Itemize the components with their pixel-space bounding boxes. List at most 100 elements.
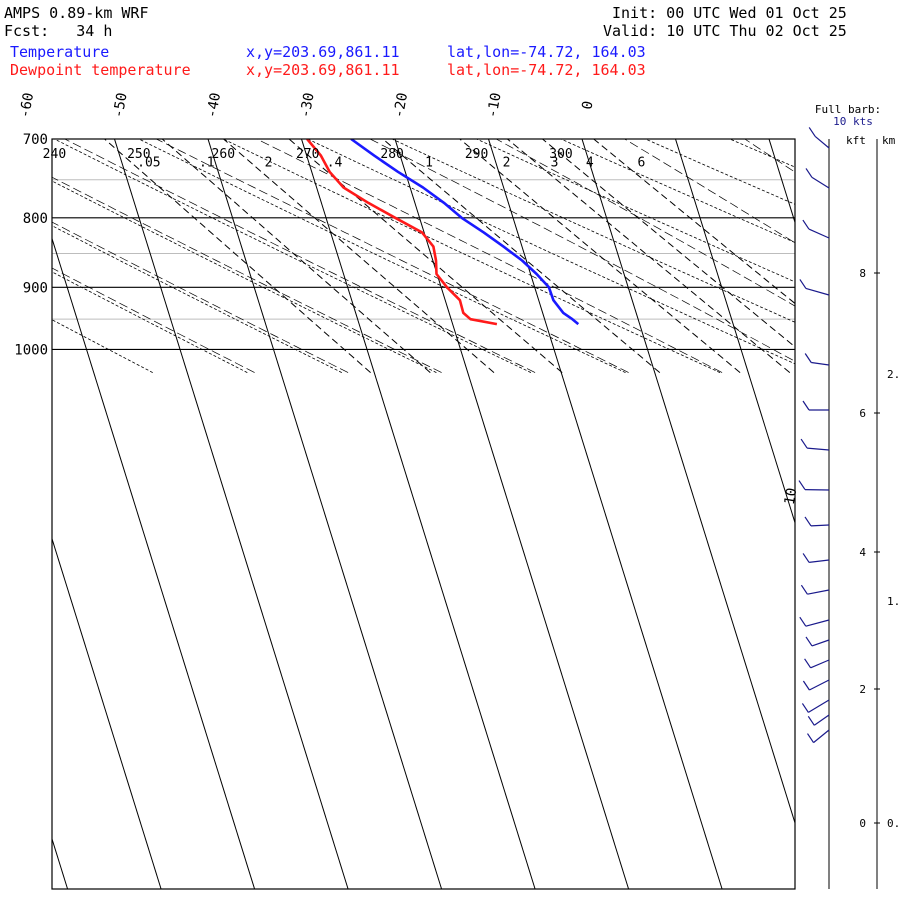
km-tick-label: 2. — [887, 368, 900, 381]
wind-barb-staff — [805, 287, 830, 296]
dry-adiabat — [729, 139, 795, 168]
isotherm-label: -20 — [391, 91, 411, 119]
wind-barb-flag — [807, 733, 814, 743]
plot-frame — [51, 138, 796, 890]
wind-barb-flag — [799, 279, 807, 289]
dry-adiabat — [52, 271, 248, 373]
mixing-ratio-label: 2 — [503, 156, 511, 171]
wind-barb-staff — [805, 619, 830, 627]
legend-temperature: Temperature — [10, 43, 110, 61]
moist-adiabat — [64, 139, 536, 373]
mixing-ratio-label: 3 — [551, 156, 559, 171]
wind-barb-flag — [800, 438, 808, 449]
mixing-ratio-line — [542, 139, 795, 348]
wind-barb-flag — [804, 658, 812, 669]
wind-barb-staff — [810, 524, 830, 527]
dry-adiabat-label: 240 — [43, 147, 66, 162]
dry-adiabat — [54, 139, 532, 373]
isotherm — [394, 139, 630, 889]
mixing-ratio-label: 2 — [265, 156, 273, 171]
barb-note-line2: 10 kts — [833, 115, 873, 128]
isotherm-label: 0 — [579, 100, 596, 111]
mixing-ratio-line — [382, 139, 661, 373]
wind-barb-staff — [811, 639, 830, 647]
wind-barb-staff — [811, 361, 830, 366]
wind-barb-flag — [800, 584, 808, 595]
mixing-ratio-line — [593, 139, 795, 305]
wind-barb-staff — [807, 589, 830, 595]
dry-adiabat — [560, 139, 795, 243]
isotherm — [114, 139, 349, 889]
mixing-ratio-line — [223, 139, 495, 373]
dry-adiabat — [223, 139, 721, 373]
wind-barb-staff — [813, 729, 830, 744]
isotherm — [301, 139, 536, 889]
dry-adiabat-label: 280 — [380, 147, 403, 162]
pressure-label: 800 — [23, 211, 48, 227]
mixing-ratio-label: 1 — [425, 156, 433, 171]
background-lines — [52, 139, 900, 889]
wind-barb-staff — [807, 447, 830, 451]
wind-barb-staff — [809, 559, 830, 563]
dewpoint-line — [306, 139, 498, 326]
kft-tick-label: 4 — [859, 546, 866, 559]
wind-barb-panel: Full barb: 10 kts kft km 0 2 4 6 8 0. 1. 2. — [798, 103, 900, 889]
isotherm — [207, 139, 443, 889]
wind-barb-flag — [802, 219, 810, 230]
wind-barb-staff — [810, 659, 830, 669]
wind-barb-flag — [802, 400, 810, 411]
pressure-label: 900 — [23, 280, 48, 296]
dry-adiabat — [476, 139, 795, 283]
kft-tick-label: 0 — [859, 817, 866, 830]
wind-barb-flag — [802, 553, 810, 563]
wind-barb-staff — [811, 176, 830, 189]
dry-adiabat-label: 250 — [127, 147, 150, 162]
wind-barb-staff — [808, 699, 830, 713]
wind-barb-flag — [805, 636, 813, 647]
wind-barb-flag — [805, 168, 813, 178]
dry-adiabat-label: 300 — [549, 147, 572, 162]
wind-barb-flag — [799, 616, 807, 627]
mixing-ratio-label: 6 — [637, 156, 645, 171]
height-ticks: 0 2 4 6 8 0. 1. 2. — [859, 267, 900, 830]
dry-adiabat-label: 290 — [465, 147, 488, 162]
mixing-ratio-label: .05 — [137, 156, 160, 171]
isotherm — [52, 236, 256, 889]
dry-adiabat — [52, 180, 437, 373]
wind-barb-flag — [804, 516, 812, 527]
wind-barb-flag — [804, 353, 812, 363]
dry-adiabat — [52, 319, 153, 373]
dry-adiabat — [52, 225, 342, 373]
dry-adiabat-label: 260 — [212, 147, 235, 162]
isotherm-label: -60 — [17, 91, 37, 119]
dewpoint-latlon: lat,lon=-74.72, 164.03 — [447, 61, 646, 79]
km-tick-label: 1. — [887, 595, 900, 608]
wind-barb-flag — [802, 680, 810, 691]
temperature-line — [350, 139, 580, 326]
isotherm-label: -10 — [484, 91, 504, 119]
moist-adiabat — [624, 139, 795, 244]
moist-adiabat — [52, 221, 349, 373]
legend-dewpoint: Dewpoint temperature — [10, 61, 191, 79]
mixing-ratio-line — [161, 139, 431, 373]
dry-adiabat — [307, 139, 795, 365]
isotherm — [768, 139, 795, 225]
dry-adiabat — [138, 139, 626, 373]
dry-adiabat-label: 270 — [296, 147, 319, 162]
isotherm — [581, 139, 795, 825]
mixing-ratio-label: .4 — [327, 156, 343, 171]
mixing-ratio-line — [507, 139, 791, 373]
kft-label: kft — [846, 134, 866, 147]
kft-tick-label: 8 — [859, 267, 866, 280]
moist-adiabat — [369, 139, 795, 362]
isotherm — [52, 837, 69, 889]
wind-barb-flag — [808, 127, 816, 137]
isotherm — [488, 139, 723, 889]
isotherm — [863, 139, 900, 889]
dry-adiabat — [645, 139, 795, 205]
isotherm-label: -40 — [204, 91, 224, 119]
valid-time: Valid: 10 UTC Thu 02 Oct 25 — [603, 22, 847, 40]
kft-tick-label: 6 — [859, 407, 866, 420]
sounding-header: AMPS 0.89-km WRF Fcst: 34 h Init: 00 UTC… — [0, 0, 900, 80]
